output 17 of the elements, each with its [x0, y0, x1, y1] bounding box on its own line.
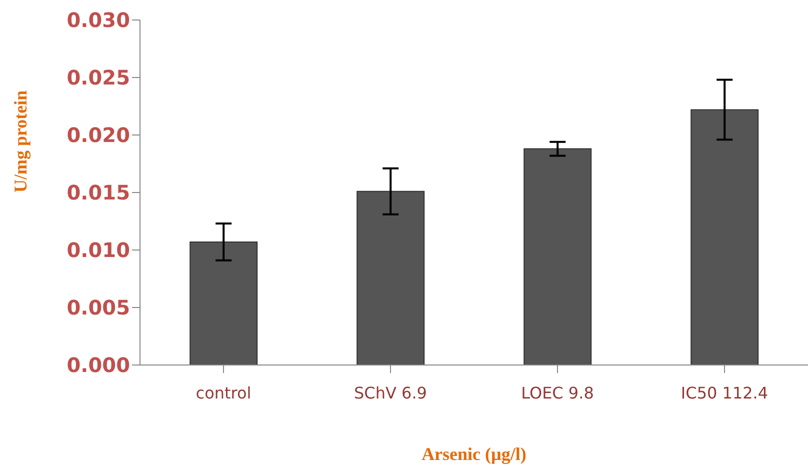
- bar: [190, 241, 258, 365]
- bar: [690, 109, 759, 365]
- x-tick-label: IC50 112.4: [680, 383, 768, 402]
- y-tick-label: 0.000: [66, 353, 130, 378]
- y-tick-label: 0.005: [66, 296, 130, 320]
- bar: [356, 190, 425, 365]
- y-tick-label: 0.020: [66, 123, 130, 148]
- x-axis-title: Arsenic (µg/l): [422, 444, 526, 464]
- x-tick-label: control: [196, 383, 252, 402]
- y-tick-label: 0.015: [66, 180, 130, 205]
- x-tick-label: LOEC 9.8: [521, 383, 594, 402]
- y-axis-title: U/mg protein: [10, 90, 30, 192]
- bar: [524, 148, 592, 365]
- x-tick-label: SChV 6.9: [354, 383, 427, 402]
- y-tick-label: 0.030: [66, 8, 130, 32]
- y-tick-label: 0.025: [66, 66, 130, 90]
- y-tick-label: 0.010: [66, 238, 130, 262]
